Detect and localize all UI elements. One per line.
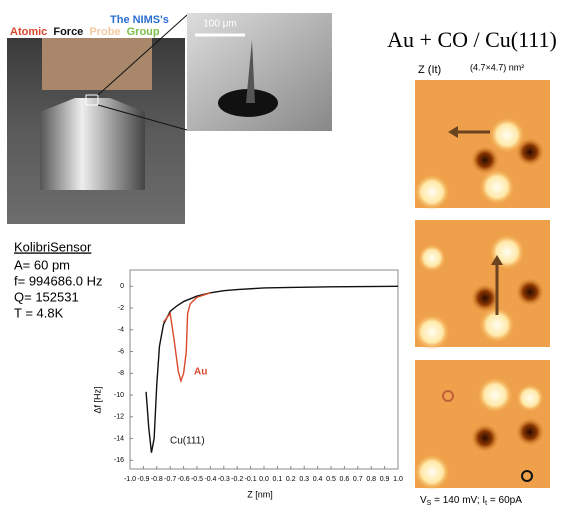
x-tick-label: 0.5 bbox=[326, 476, 336, 483]
header-nims: The NIMS's bbox=[110, 14, 169, 26]
sensor-line: A= 60 pm bbox=[14, 257, 70, 272]
x-tick-label: -0.3 bbox=[218, 476, 230, 483]
y-tick-label: -16 bbox=[114, 457, 124, 464]
stm-mode: Z (It) bbox=[418, 64, 441, 76]
header-word: Probe bbox=[89, 26, 120, 38]
scale-label: 100 μm bbox=[203, 19, 237, 30]
x-tick-label: 0.2 bbox=[286, 476, 296, 483]
annotation-au: Au bbox=[194, 367, 207, 378]
stm-size: (4.7×4.7) nm² bbox=[470, 62, 524, 72]
x-tick-label: -0.9 bbox=[137, 476, 149, 483]
x-tick-label: -0.6 bbox=[178, 476, 190, 483]
stm-panel bbox=[414, 360, 550, 490]
stm-panel bbox=[414, 80, 550, 210]
x-tick-label: 0.7 bbox=[353, 476, 363, 483]
param: t bbox=[485, 500, 487, 507]
sensor-line: Q= 152531 bbox=[14, 289, 79, 304]
param: V bbox=[420, 495, 427, 506]
sem-tip bbox=[246, 40, 255, 103]
x-tick-label: 0.9 bbox=[380, 476, 390, 483]
data-line bbox=[162, 292, 211, 384]
y-tick-label: -6 bbox=[118, 348, 124, 355]
annotation-cu: Cu(111) bbox=[170, 436, 205, 447]
header-group: Atomic Force Probe Group bbox=[10, 26, 160, 38]
photo-holder-body bbox=[40, 135, 145, 190]
stm-params: VS = 140 mV; It = 60pA bbox=[420, 495, 522, 507]
x-tick-label: -0.8 bbox=[151, 476, 163, 483]
y-tick-label: -14 bbox=[114, 435, 124, 442]
stm-title: Au + CO / Cu(111) bbox=[387, 27, 557, 52]
x-tick-label: -0.4 bbox=[204, 476, 216, 483]
x-tick-label: 0.0 bbox=[259, 476, 269, 483]
x-tick-label: 0.3 bbox=[299, 476, 309, 483]
x-tick-label: 0.1 bbox=[273, 476, 283, 483]
y-tick-label: -2 bbox=[118, 305, 124, 312]
x-axis-label: Z [nm] bbox=[247, 489, 273, 499]
param: = 140 mV; I bbox=[431, 495, 485, 506]
y-tick-label: -10 bbox=[114, 392, 124, 399]
x-tick-label: -0.5 bbox=[191, 476, 203, 483]
y-tick-label: 0 bbox=[120, 283, 124, 290]
y-tick-label: -8 bbox=[118, 370, 124, 377]
stm-panel bbox=[414, 220, 550, 350]
x-tick-label: -0.1 bbox=[245, 476, 257, 483]
data-line bbox=[145, 285, 399, 453]
y-axis-label: Δf [Hz] bbox=[92, 386, 102, 413]
header-word: Group bbox=[127, 26, 160, 38]
x-tick-label: 1.0 bbox=[393, 476, 403, 483]
sensor-line: f= 994686.0 Hz bbox=[14, 273, 103, 288]
sensor-name: KolibriSensor bbox=[14, 239, 92, 254]
x-tick-label: 0.4 bbox=[313, 476, 323, 483]
x-tick-label: -0.7 bbox=[164, 476, 176, 483]
sensor-line: T = 4.8K bbox=[14, 305, 64, 320]
photo-sample bbox=[42, 38, 152, 90]
x-tick-label: -0.2 bbox=[231, 476, 243, 483]
y-tick-label: -4 bbox=[118, 327, 124, 334]
header-word: Atomic bbox=[10, 26, 47, 38]
photo-holder bbox=[40, 98, 145, 135]
header-word: Force bbox=[53, 26, 83, 38]
x-tick-label: -1.0 bbox=[124, 476, 136, 483]
zoom-line bbox=[97, 104, 188, 131]
zoom-box bbox=[85, 94, 99, 106]
y-tick-label: -12 bbox=[114, 414, 124, 421]
param: S bbox=[427, 500, 432, 507]
x-tick-label: 0.8 bbox=[366, 476, 376, 483]
x-tick-label: 0.6 bbox=[340, 476, 350, 483]
param: = 60pA bbox=[487, 495, 522, 506]
zoom-line bbox=[97, 14, 188, 96]
